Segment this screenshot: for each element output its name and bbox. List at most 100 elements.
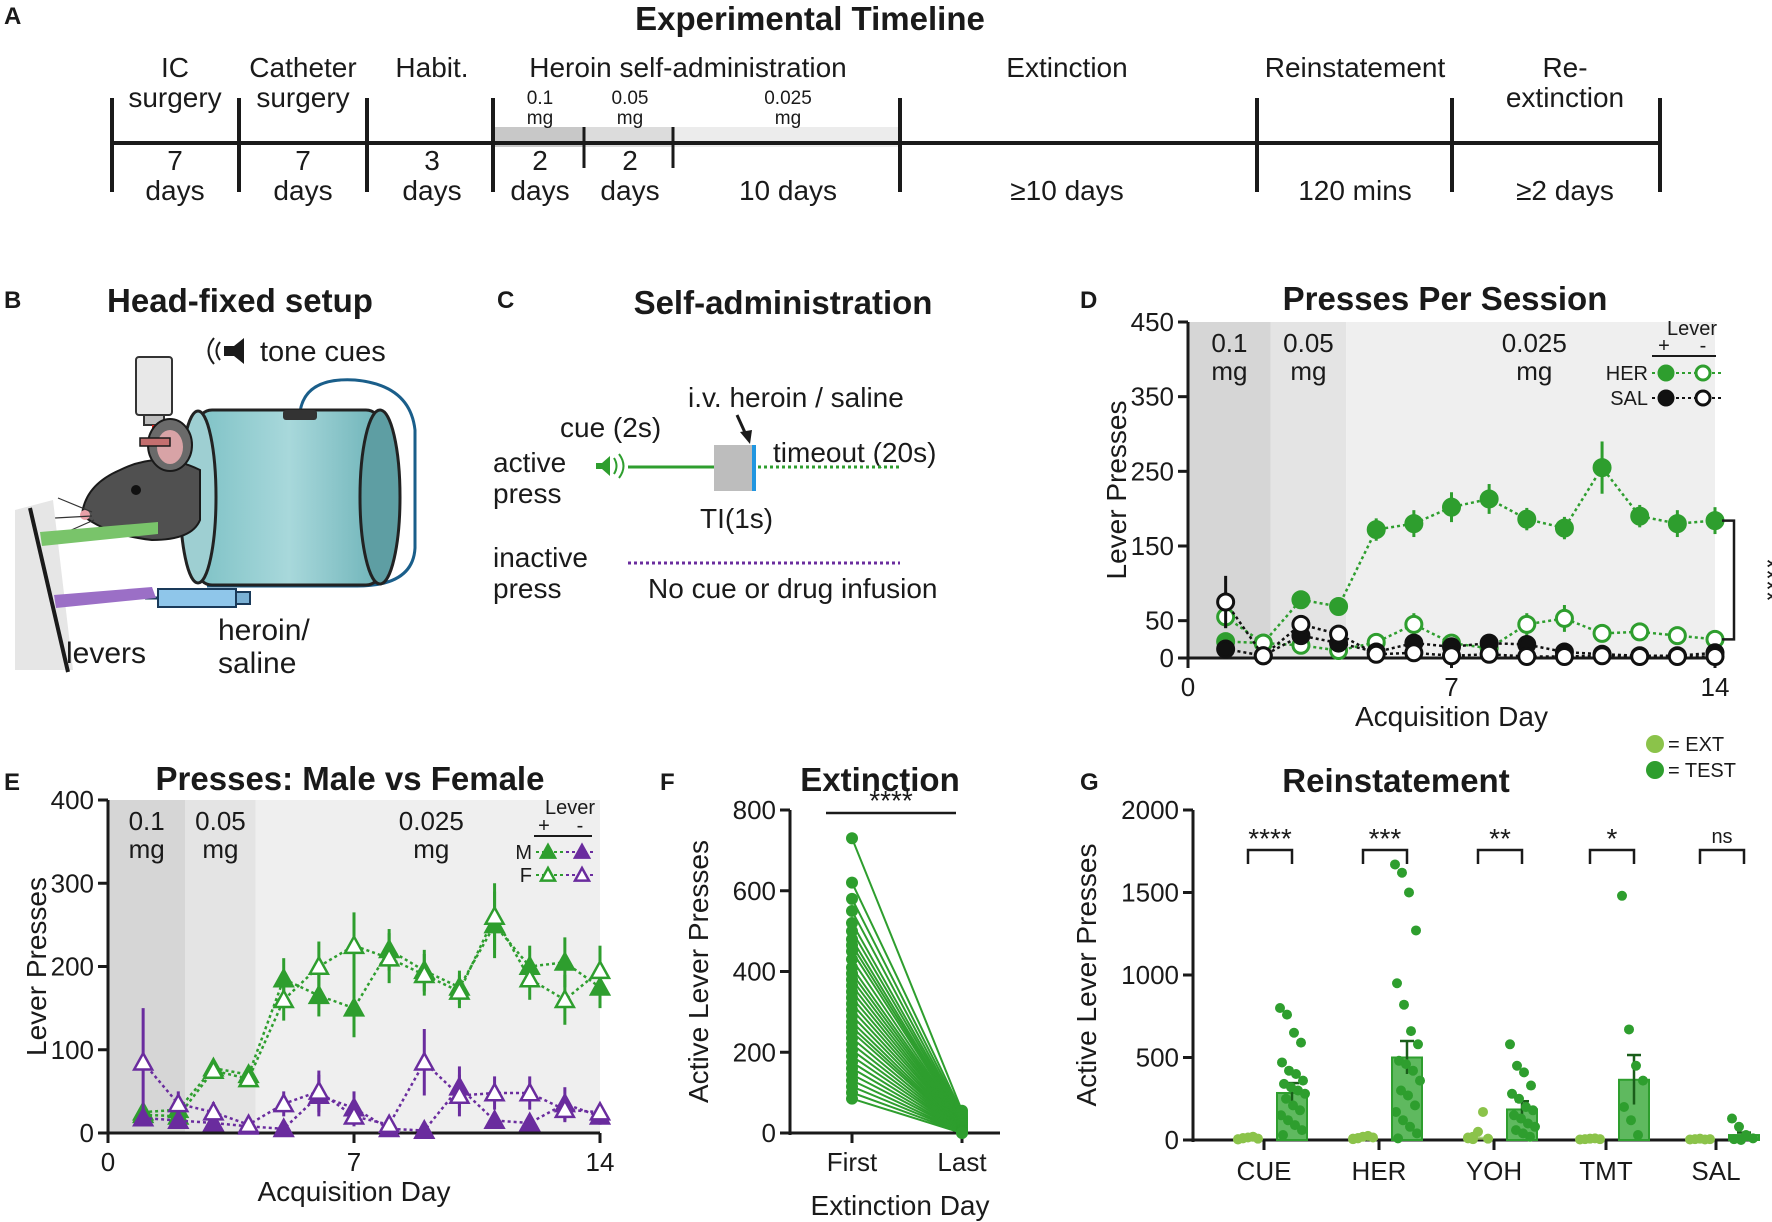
dose-label: mg xyxy=(527,108,553,129)
data-point xyxy=(1408,1065,1418,1076)
data-point xyxy=(588,1100,612,1121)
data-point xyxy=(1526,1080,1536,1091)
data-point xyxy=(1300,1088,1310,1099)
data-point xyxy=(483,1081,506,1102)
dose-band-label: 0.025 xyxy=(1502,328,1567,358)
duration-label: ≥2 days xyxy=(1516,175,1614,206)
legend-marker xyxy=(1646,761,1664,779)
significance-bracket xyxy=(1361,848,1409,864)
y-tick-label: 300 xyxy=(51,868,94,898)
data-point xyxy=(1329,596,1349,616)
data-point xyxy=(518,1081,541,1102)
mouse-icon xyxy=(54,418,201,542)
duration-label: days xyxy=(273,175,332,206)
phase-label: Extinction xyxy=(1006,52,1127,83)
data-point xyxy=(1667,626,1687,646)
data-point xyxy=(1288,1100,1298,1111)
duration-label: days xyxy=(145,175,204,206)
subject-line xyxy=(851,1085,963,1134)
x-tick-label: 7 xyxy=(347,1147,361,1177)
series-line xyxy=(143,1085,601,1132)
data-point xyxy=(307,1079,330,1100)
dose-band-label: 0.025 xyxy=(399,806,464,836)
legend-label: M xyxy=(515,842,532,864)
restraint-tube xyxy=(178,408,402,587)
data-point xyxy=(1282,1009,1292,1020)
data-point xyxy=(1554,647,1574,667)
data-point xyxy=(1297,1125,1307,1136)
phase-label: Habit. xyxy=(395,52,468,83)
data-point xyxy=(1592,646,1612,666)
label-ti: TI(1s) xyxy=(700,503,773,534)
phase-label: Reinstatement xyxy=(1265,52,1446,83)
timeline-phases: IC surgery Catheter surgery Habit. Heroi… xyxy=(128,52,1624,113)
data-point xyxy=(413,1118,436,1139)
x-axis-label: Extinction Day xyxy=(811,1190,990,1221)
catheter-tubing xyxy=(207,378,417,588)
label-tone-cues: tone cues xyxy=(260,336,386,368)
panel-e: E Presses: Male vs Female 0.1mg0.05mg0.0… xyxy=(4,760,614,1207)
subject-line xyxy=(851,1073,963,1133)
timeline-doses: 0.1 mg 0.05 mg 0.025 mg xyxy=(527,88,812,129)
y-tick-label: 0 xyxy=(1160,643,1174,673)
data-point xyxy=(1216,639,1236,659)
data-point xyxy=(846,1092,858,1105)
data-point xyxy=(1253,1133,1263,1144)
data-point xyxy=(448,1083,471,1104)
data-point xyxy=(483,904,506,925)
legend-minus: - xyxy=(577,815,584,837)
data-point xyxy=(1468,1134,1478,1145)
bar xyxy=(1463,1136,1493,1140)
duration-label: 2 xyxy=(622,145,638,176)
panel-e-title: Presses: Male vs Female xyxy=(156,760,545,797)
legend-label: HER xyxy=(1606,363,1648,385)
significance-bracket xyxy=(1722,519,1736,641)
panel-a-title: Experimental Timeline xyxy=(635,0,985,37)
dose-band-label: mg xyxy=(1211,356,1247,386)
data-point xyxy=(1397,867,1407,878)
duration-label: days xyxy=(402,175,461,206)
label-active: active xyxy=(493,447,566,478)
data-point xyxy=(518,967,541,988)
data-point xyxy=(1619,1102,1629,1112)
data-point xyxy=(1403,1090,1413,1101)
data-point xyxy=(553,950,576,971)
data-point xyxy=(1411,925,1421,936)
dose-band-label: mg xyxy=(202,834,238,864)
subject-line xyxy=(851,972,963,1125)
panel-f-title: Extinction xyxy=(800,761,960,798)
data-point xyxy=(237,1113,260,1134)
legend-label: = TEST xyxy=(1668,760,1736,782)
data-point xyxy=(1514,1093,1524,1104)
data-point xyxy=(1624,1024,1634,1035)
phase-label: IC xyxy=(161,52,189,83)
data-point xyxy=(1633,1130,1643,1141)
label-saline: saline xyxy=(218,647,296,680)
data-point xyxy=(342,1104,366,1125)
data-point xyxy=(167,1108,190,1129)
data-point xyxy=(272,1117,295,1138)
data-point xyxy=(1592,458,1612,478)
y-tick-label: 0 xyxy=(762,1118,776,1148)
data-point xyxy=(1291,590,1311,610)
legend-marker xyxy=(572,865,592,882)
dose-band xyxy=(1346,322,1715,658)
panel-e-letter: E xyxy=(4,769,20,796)
panel-d-title: Presses Per Session xyxy=(1283,280,1608,317)
y-tick-label: 2000 xyxy=(1121,795,1179,825)
data-point xyxy=(1404,643,1424,663)
data-point xyxy=(518,1111,541,1132)
data-point xyxy=(1554,608,1574,628)
timeline-durations: 7 days 7 days 3 days 2 days 2 days 10 da… xyxy=(145,145,1614,206)
data-point xyxy=(307,984,330,1005)
duration-label: 2 xyxy=(532,145,548,176)
label-heroin: heroin/ xyxy=(218,614,310,647)
label-press: press xyxy=(493,573,561,604)
y-tick-label: 450 xyxy=(1131,307,1174,337)
data-point xyxy=(1748,1133,1758,1144)
data-point xyxy=(1275,1003,1285,1013)
data-point xyxy=(1415,1075,1425,1086)
data-point xyxy=(1405,1121,1415,1132)
data-point xyxy=(1396,1085,1406,1096)
label-iv-heroin: i.v. heroin / saline xyxy=(688,382,904,413)
